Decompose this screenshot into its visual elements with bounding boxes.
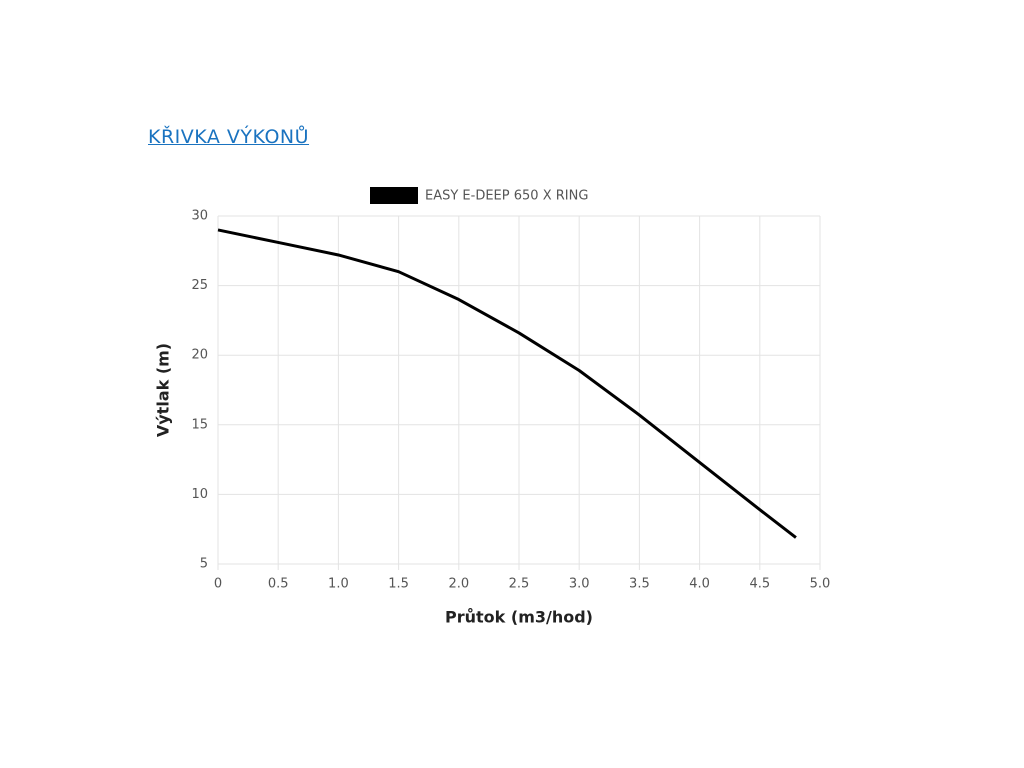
x-tick-label: 5.0 <box>810 577 831 592</box>
x-tick-label: 4.0 <box>689 577 710 592</box>
legend-label: EASY E-DEEP 650 X RING <box>425 189 588 204</box>
x-axis-title: Průtok (m3/hod) <box>445 608 593 627</box>
x-tick-label: 2.0 <box>448 577 469 592</box>
y-tick-label: 15 <box>191 417 208 432</box>
section-heading-link[interactable]: KŘIVKA VÝKONŮ <box>148 126 310 148</box>
data-line <box>217 228 797 539</box>
y-tick-label: 20 <box>191 348 208 363</box>
y-tick-label: 30 <box>191 209 208 224</box>
x-tick-label: 0.5 <box>268 577 289 592</box>
y-tick-label: 5 <box>200 557 208 572</box>
x-tick-label: 4.5 <box>749 577 770 592</box>
x-tick-label: 1.5 <box>388 577 409 592</box>
legend-swatch <box>370 187 418 204</box>
y-tick-label: 10 <box>191 487 208 502</box>
y-axis-title: Výtlak (m) <box>154 343 173 437</box>
x-tick-label: 2.5 <box>509 577 530 592</box>
x-tick-label: 0 <box>214 577 222 592</box>
x-tick-label: 3.0 <box>569 577 590 592</box>
x-tick-label: 3.5 <box>629 577 650 592</box>
x-tick-label: 1.0 <box>328 577 349 592</box>
y-tick-label: 25 <box>191 278 208 293</box>
